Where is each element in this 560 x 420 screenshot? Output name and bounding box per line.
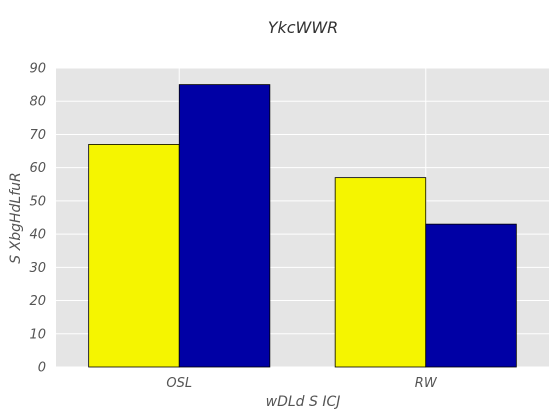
y-tick-label: 90 [29,62,46,77]
bar-rw-series-2 [425,223,517,368]
y-tick-labels: 0 10 20 30 40 50 60 70 80 90 [29,62,46,376]
x-tick-label: RW [415,376,438,391]
bar-osl-series-2 [178,84,271,368]
chart-title: YkcWWR [268,18,339,37]
y-tick-label: 20 [29,294,46,309]
y-tick-label: 70 [29,128,46,143]
x-tick-labels: OSL RW [166,376,437,391]
y-tick-label: 80 [29,95,46,110]
y-tick-label: 50 [29,194,46,209]
y-tick-label: 0 [38,361,46,376]
x-axis-label: wDLd S ICJ [266,394,341,410]
bar-rw-series-1 [334,177,427,368]
y-tick-label: 40 [29,228,46,243]
y-axis-label: S XbgHdLfuR [8,172,24,263]
x-tick-label: OSL [166,376,192,391]
y-tick-label: 10 [29,327,46,342]
y-tick-label: 30 [29,261,46,276]
y-tick-label: 60 [29,161,46,176]
bars [88,84,517,368]
bar-osl-series-1 [88,144,180,368]
